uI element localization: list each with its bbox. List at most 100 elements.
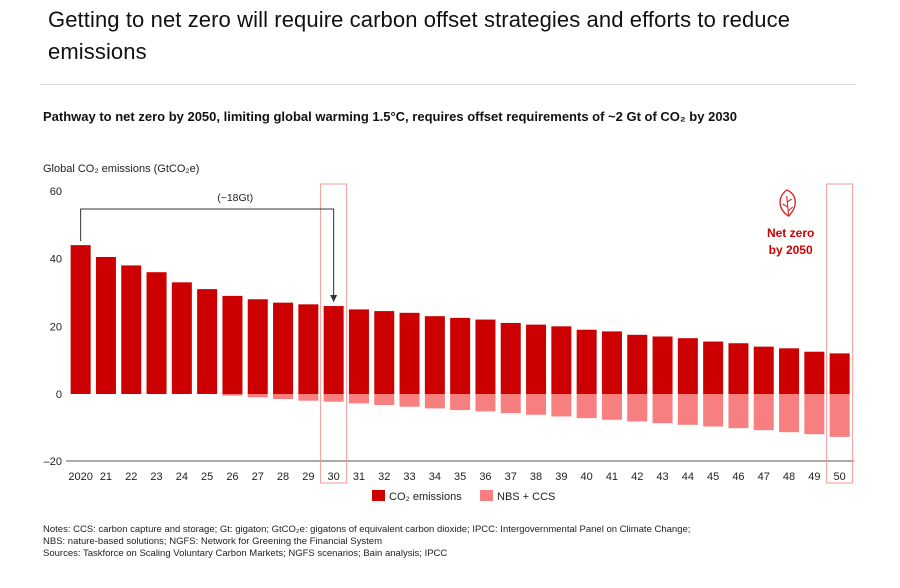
bar-co2-40: [576, 329, 597, 394]
x-tick-label: 33: [403, 471, 415, 483]
legend-swatch-co2: [372, 490, 385, 501]
bar-co2-46: [728, 343, 749, 394]
bar-nbs-ccs-46: [728, 394, 749, 429]
bar-nbs-ccs-34: [424, 394, 445, 409]
bar-nbs-ccs-49: [804, 394, 825, 435]
bar-co2-32: [374, 311, 395, 394]
notes: Notes: CCS: carbon capture and storage; …: [43, 524, 883, 560]
x-tick-label: 49: [808, 471, 820, 483]
bar-co2-30: [323, 306, 344, 394]
note-line: Notes: CCS: carbon capture and storage; …: [43, 524, 691, 535]
x-tick-label: 42: [631, 471, 643, 483]
bar-co2-24: [171, 282, 192, 394]
bar-nbs-ccs-31: [348, 394, 369, 404]
bar-nbs-ccs-45: [703, 394, 724, 427]
bar-nbs-ccs-32: [374, 394, 395, 406]
x-tick-label: 31: [353, 471, 365, 483]
note-line: Sources: Taskforce on Scaling Voluntary …: [43, 548, 448, 559]
highlight-box-50: [826, 183, 854, 484]
bar-co2-34: [424, 316, 445, 394]
y-tick-label: 60: [50, 186, 62, 198]
bar-co2-43: [652, 336, 673, 394]
arrow-head-icon: [330, 295, 338, 303]
x-tick-label: 22: [125, 471, 137, 483]
bar-nbs-ccs-40: [576, 394, 597, 419]
bar-co2-36: [475, 319, 496, 394]
legend-label-co2: CO₂ emissions: [389, 491, 462, 503]
headline: Getting to net zero will require carbon …: [48, 7, 791, 64]
bar-nbs-ccs-44: [677, 394, 698, 425]
bar-co2-22: [121, 265, 142, 394]
bar-co2-21: [95, 256, 116, 394]
bar-co2-38: [526, 324, 547, 394]
bar-co2-42: [627, 334, 648, 394]
y-axis-label: Global CO₂ emissions (GtCO₂e): [43, 163, 200, 175]
bar-co2-31: [348, 309, 369, 394]
x-tick-label: 39: [555, 471, 567, 483]
x-tick-label: 23: [150, 471, 162, 483]
divider: [40, 84, 856, 85]
bar-nbs-ccs-28: [273, 394, 294, 400]
bar-nbs-ccs-42: [627, 394, 648, 422]
bar-co2-37: [500, 322, 521, 394]
bar-nbs-ccs-41: [601, 394, 622, 420]
bar-co2-33: [399, 312, 420, 394]
bar-nbs-ccs-33: [399, 394, 420, 407]
bar-nbs-ccs-48: [779, 394, 800, 433]
bar-nbs-ccs-38: [526, 394, 547, 415]
x-tick-label: 25: [201, 471, 213, 483]
bar-chart: 60 40 20 0 –20 2020 21 22 23 24 25 26 27 28 29 30 31 32 33…: [44, 183, 855, 503]
x-tick-label: 29: [302, 471, 314, 483]
bar-co2-27: [247, 299, 268, 394]
x-tick-label: 32: [378, 471, 390, 483]
x-tick-label: 36: [479, 471, 491, 483]
x-tick-label: 50: [834, 471, 846, 483]
reduction-bracket: [80, 208, 335, 303]
bar-co2-2020: [70, 245, 91, 394]
x-tick-label: 27: [252, 471, 264, 483]
bar-co2-35: [450, 317, 471, 394]
net-zero-label: Net zero: [767, 226, 814, 240]
bar-co2-29: [298, 304, 319, 394]
x-tick-label: 45: [707, 471, 719, 483]
x-tick-label: 38: [530, 471, 542, 483]
x-tick-label: 43: [656, 471, 668, 483]
bar-co2-41: [601, 331, 622, 394]
x-tick-label: 2020: [68, 471, 92, 483]
x-tick-label: 24: [176, 471, 188, 483]
bar-nbs-ccs-43: [652, 394, 673, 424]
bar-nbs-ccs-30: [323, 394, 344, 402]
x-tick-label: 34: [429, 471, 441, 483]
x-tick-label: 46: [732, 471, 744, 483]
net-zero-label: by 2050: [769, 243, 813, 257]
bar-co2-47: [753, 346, 774, 394]
highlight-box-30: [320, 183, 348, 484]
leaf-icon: [779, 189, 796, 217]
bar-nbs-ccs-29: [298, 394, 319, 401]
x-tick-label: 41: [606, 471, 618, 483]
x-tick-label: 21: [100, 471, 112, 483]
bar-co2-49: [804, 351, 825, 394]
bar-co2-45: [703, 341, 724, 394]
note-line: NBS: nature-based solutions; NGFS: Netwo…: [43, 536, 382, 547]
x-tick-label: 30: [328, 471, 340, 483]
bar-nbs-ccs-35: [450, 394, 471, 411]
x-tick-label: 44: [682, 471, 694, 483]
bar-co2-50: [829, 353, 850, 394]
bar-nbs-ccs-37: [500, 394, 521, 414]
bar-co2-48: [779, 348, 800, 394]
x-tick-label: 40: [581, 471, 593, 483]
x-tick-label: 35: [454, 471, 466, 483]
x-tick-label: 48: [783, 471, 795, 483]
bar-co2-25: [197, 289, 218, 394]
y-tick-label: 40: [50, 254, 62, 266]
x-tick-label: 26: [226, 471, 238, 483]
bar-nbs-ccs-50: [829, 394, 850, 437]
x-tick-label: 37: [505, 471, 517, 483]
bar-nbs-ccs-39: [551, 394, 572, 417]
y-tick-label: 20: [50, 321, 62, 333]
legend-swatch-nbs-ccs: [480, 490, 493, 501]
x-tick-label: 47: [758, 471, 770, 483]
y-tick-label: 0: [56, 389, 62, 401]
bar-nbs-ccs-27: [247, 394, 268, 398]
